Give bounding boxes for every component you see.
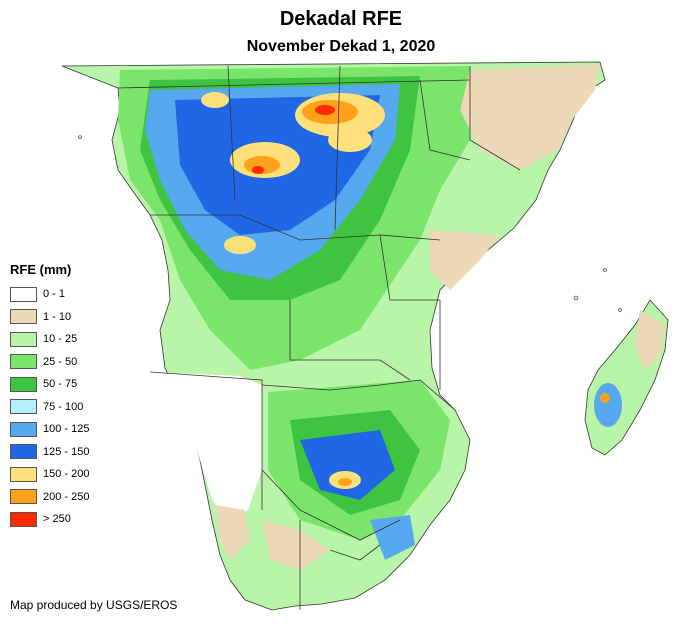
legend-item: 50 - 75 xyxy=(10,373,140,396)
legend-label: 150 - 200 xyxy=(43,468,90,481)
legend-label: 25 - 50 xyxy=(43,355,78,368)
legend-item: 1 - 10 xyxy=(10,306,140,329)
legend-swatch xyxy=(10,376,37,392)
legend-swatch xyxy=(10,354,37,370)
heavy-rain-hotspots xyxy=(201,92,385,489)
legend-swatch xyxy=(10,489,37,505)
legend-label: > 250 xyxy=(43,513,71,526)
legend-swatch xyxy=(10,466,37,482)
legend-label: 0 - 1 xyxy=(43,288,66,301)
legend-label: 50 - 75 xyxy=(43,378,78,391)
legend-item: 25 - 50 xyxy=(10,351,140,374)
legend-swatch xyxy=(10,399,37,415)
legend-item: 100 - 125 xyxy=(10,418,140,441)
legend-label: 100 - 125 xyxy=(43,423,90,436)
legend: RFE (mm) 0 - 1 1 - 10 10 - 25 25 - 50 50 - 7… xyxy=(10,262,140,531)
legend-swatch xyxy=(10,286,37,302)
legend-label: 200 - 250 xyxy=(43,490,90,503)
legend-item: 125 - 150 xyxy=(10,441,140,464)
zone-1-10-south xyxy=(262,520,330,570)
legend-swatch xyxy=(10,309,37,325)
legend-label: 75 - 100 xyxy=(43,400,84,413)
zone-125-150-south xyxy=(300,430,395,500)
legend-item: > 250 xyxy=(10,508,140,531)
madagascar-wet-zone xyxy=(594,383,622,427)
map-title: Dekadal RFE xyxy=(279,8,403,30)
islands xyxy=(78,135,622,312)
legend-item: 10 - 25 xyxy=(10,328,140,351)
legend-item: 75 - 100 xyxy=(10,396,140,419)
legend-label: 1 - 10 xyxy=(43,310,72,323)
legend-swatch xyxy=(10,421,37,437)
legend-item: 0 - 1 xyxy=(10,283,140,306)
legend-swatch xyxy=(10,444,37,460)
legend-swatch xyxy=(10,511,37,527)
legend-label: 10 - 25 xyxy=(43,333,78,346)
madagascar-dry-zone xyxy=(635,310,665,370)
madagascar-hotspot xyxy=(600,393,610,403)
zone-1-10-se xyxy=(430,230,500,290)
legend-rows: 0 - 1 1 - 10 10 - 25 25 - 50 50 - 75 75 - 100… xyxy=(10,283,140,531)
legend-swatch xyxy=(10,331,37,347)
legend-title: RFE (mm) xyxy=(10,262,72,277)
zone-1-10-east xyxy=(460,64,600,170)
map-credit: Map produced by USGS/EROS xyxy=(10,598,178,612)
legend-label: 125 - 150 xyxy=(43,445,90,458)
legend-item: 150 - 200 xyxy=(10,463,140,486)
map-subtitle: November Dekad 1, 2020 xyxy=(246,38,436,55)
country-borders xyxy=(117,65,521,610)
zone-0-1-botswana xyxy=(440,300,480,345)
legend-item: 200 - 250 xyxy=(10,486,140,509)
zone-0-1-namibia xyxy=(150,372,262,525)
zone-1-10-namibia-edge xyxy=(215,505,250,560)
zone-100-125-se xyxy=(370,515,415,560)
